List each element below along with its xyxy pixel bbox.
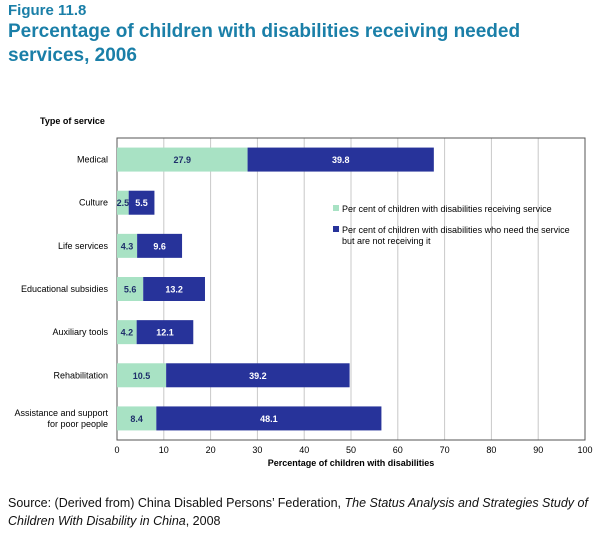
data-label: 9.6 [153, 241, 166, 251]
bar-segment [117, 190, 129, 215]
x-tick-label: 20 [206, 445, 216, 455]
x-tick-label: 70 [440, 445, 450, 455]
legend-label: but are not receiving it [342, 236, 431, 246]
source-note: Source: (Derived from) China Disabled Pe… [8, 494, 598, 530]
bar-segment [117, 320, 137, 345]
x-tick-label: 0 [114, 445, 119, 455]
x-tick-label: 40 [299, 445, 309, 455]
category-label: Culture [79, 198, 108, 208]
source-suffix: , 2008 [185, 514, 221, 528]
x-tick-label: 90 [533, 445, 543, 455]
data-label: 2.5 [117, 198, 130, 208]
bar-segment [156, 406, 382, 431]
bar-segment [117, 147, 248, 172]
data-label: 13.2 [165, 285, 183, 295]
bar-segment [117, 233, 138, 258]
category-label: Educational subsidies [21, 284, 109, 294]
data-label: 27.9 [174, 155, 192, 165]
legend-swatch [333, 226, 339, 232]
figure-label: Figure 11.8 [8, 2, 87, 19]
category-axis-title: Type of service [40, 116, 105, 126]
bar-segment [166, 363, 350, 388]
legend-swatch [333, 205, 339, 211]
data-label: 39.2 [249, 371, 267, 381]
stacked-bar-chart: Type of service 0 10 20 30 40 50 60 70 80 90 100 Per… [14, 116, 592, 468]
x-tick-label: 100 [577, 445, 592, 455]
data-label: 10.5 [133, 371, 151, 381]
data-label: 5.5 [135, 198, 148, 208]
bar-segment [247, 147, 434, 172]
category-label: Assistance and support [14, 408, 108, 418]
bar-segment [137, 233, 183, 258]
bar-segment [128, 190, 155, 215]
category-label: Life services [58, 241, 109, 251]
data-label: 48.1 [260, 414, 278, 424]
bar-segment [117, 406, 157, 431]
legend-label: Per cent of children with disabilities w… [342, 225, 570, 235]
data-label: 4.2 [121, 328, 134, 338]
source-prefix: Source: (Derived from) China Disabled Pe… [8, 496, 345, 510]
chart-area: Type of service 0 10 20 30 40 50 60 70 80 90 100 Per… [0, 100, 605, 480]
data-label: 4.3 [121, 241, 134, 251]
bar-segment [143, 277, 205, 301]
source-italic-title: The Status Analysis and Strategies Study… [8, 496, 588, 528]
category-label: Rehabilitation [53, 370, 108, 380]
legend-label: Per cent of children with disabilities r… [342, 204, 552, 214]
data-label: 12.1 [156, 328, 174, 338]
x-tick-label: 30 [252, 445, 262, 455]
category-label: Medical [77, 155, 108, 165]
x-tick-label: 10 [159, 445, 169, 455]
bar-segment [136, 320, 194, 345]
x-tick-label: 60 [393, 445, 403, 455]
data-label: 5.6 [124, 285, 137, 295]
figure-title: Percentage of children with disabilities… [8, 21, 521, 66]
data-label: 39.8 [332, 155, 350, 165]
category-label: Auxiliary tools [52, 327, 108, 337]
x-tick-label: 80 [486, 445, 496, 455]
category-label: for poor people [47, 419, 108, 429]
x-tick-label: 50 [346, 445, 356, 455]
data-label: 8.4 [130, 414, 143, 424]
bar-segment [117, 277, 144, 301]
bar-segment [117, 363, 167, 388]
x-axis-label: Percentage of children with disabilities [268, 458, 435, 468]
